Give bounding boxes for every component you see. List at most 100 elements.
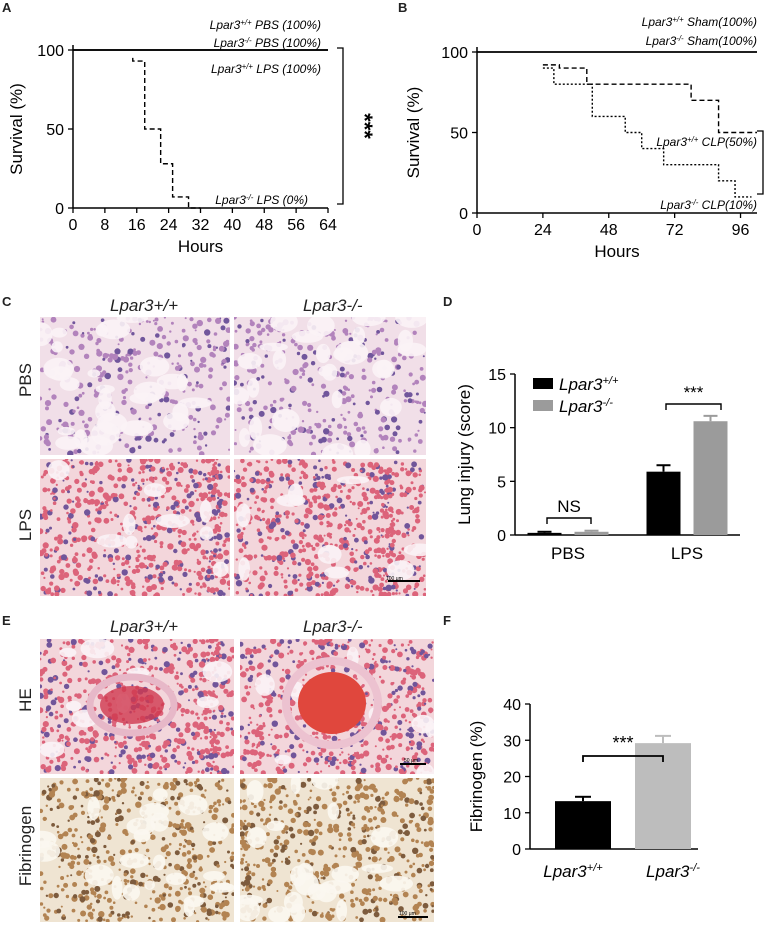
air-space (176, 373, 188, 392)
micrograph-he-wt (40, 639, 234, 774)
scale-bar-label: 100 μm (399, 911, 416, 917)
air-space (321, 443, 354, 455)
air-space (74, 429, 88, 449)
x-tick-label: 0 (69, 217, 78, 234)
significance-bracket (546, 517, 592, 524)
air-space (178, 794, 208, 816)
bar (527, 532, 562, 535)
fibrinogen-bar-chart: 0 10 20 30 40 Fibrinogen (%) Lpar3+/+ Lpar3-/- *… (467, 697, 700, 881)
series-label: Lpar3-/- CLP(10%) (660, 198, 757, 213)
scale-bar (400, 763, 426, 765)
significance-mark: * (773, 159, 779, 166)
tissue-texture (40, 459, 230, 596)
air-space (183, 898, 195, 917)
scale-bar-label: 100 μm (386, 576, 403, 582)
air-space (126, 817, 156, 835)
air-space (120, 420, 154, 437)
air-space (246, 780, 264, 804)
air-space (403, 543, 426, 557)
air-space (150, 812, 169, 832)
micrograph-pbs-wt (40, 317, 230, 455)
x-tick-label: 72 (666, 222, 684, 239)
air-space (238, 557, 250, 581)
y-axis-label: Fibrinogen (%) (467, 721, 486, 833)
significance-mark: *** (352, 113, 377, 139)
air-space (255, 674, 275, 696)
x-tick-label: 24 (160, 217, 178, 234)
air-space (324, 566, 350, 579)
air-space (165, 872, 187, 885)
air-space (51, 327, 68, 338)
micrograph-lps-wt (40, 459, 230, 596)
air-space (239, 428, 250, 447)
air-space (218, 882, 232, 891)
col-label-wt: Lpar3+/+ (110, 617, 179, 636)
air-space (55, 436, 81, 450)
panel-letter-f: F (443, 613, 451, 628)
air-space (203, 871, 225, 881)
x-tick-label: 24 (534, 222, 552, 239)
x-tick-label: 56 (287, 217, 305, 234)
y-axis-label: Lung injury (score) (455, 384, 474, 525)
series-label: Lpar3+/+ Sham(100%) (642, 15, 757, 30)
row-label-pbs: PBS (16, 362, 35, 398)
x-tick-label: Lpar3-/- (646, 862, 700, 881)
micrograph-fibrinogen-ko (240, 778, 434, 922)
air-space (411, 714, 434, 734)
air-space (334, 340, 369, 365)
air-space (122, 513, 136, 536)
row-label-lps: LPS (16, 508, 35, 542)
y-tick-label: 0 (459, 206, 468, 223)
vessel-lumen (298, 672, 366, 734)
air-space (317, 544, 342, 564)
x-tick-label: LPS (671, 544, 703, 563)
air-space (59, 377, 80, 391)
x-tick-label: 0 (473, 222, 482, 239)
air-space (199, 499, 212, 523)
air-space (234, 387, 250, 405)
air-space (79, 435, 113, 455)
x-tick-label: 48 (600, 222, 618, 239)
series-label: Lpar3+/+ CLP(50%) (656, 135, 757, 150)
air-space (199, 526, 214, 540)
y-tick-label: 20 (503, 770, 521, 787)
air-space (370, 827, 399, 848)
y-tick-label: 0 (512, 842, 521, 859)
air-space (116, 317, 149, 323)
significance-bracket (665, 403, 722, 410)
air-space (65, 700, 82, 712)
air-space (331, 865, 359, 883)
air-space (40, 322, 53, 347)
x-tick-label: 16 (128, 217, 146, 234)
air-space (119, 853, 149, 869)
air-space (249, 416, 263, 440)
air-space (95, 384, 115, 394)
y-tick-label: 50 (450, 126, 468, 143)
survival-chart-lps: 0 8 16 24 32 40 48 56 64 0 50 100 Hours Survival (%) L… (7, 18, 377, 257)
air-space (327, 802, 340, 820)
panel-letter-b: B (398, 0, 408, 15)
x-tick-label: PBS (551, 544, 585, 563)
series-label: Lpar3-/- LPS (0%) (215, 193, 308, 208)
air-space (307, 317, 335, 337)
y-tick-label: 0 (497, 528, 506, 545)
air-space (111, 875, 123, 900)
y-tick-label: 50 (46, 122, 64, 139)
air-space (354, 439, 371, 455)
air-space (290, 778, 301, 794)
legend-label: Lpar3+/+ (559, 375, 619, 394)
x-tick-label: 40 (223, 217, 241, 234)
air-space (283, 891, 303, 913)
air-space (290, 865, 307, 887)
y-axis-label: Survival (%) (404, 87, 423, 179)
y-tick-label: 15 (488, 367, 506, 384)
row-label-fibrinogen: Fibrinogen (16, 805, 35, 887)
significance-bracket (757, 130, 764, 195)
y-tick-label: 30 (503, 733, 521, 750)
air-space (196, 696, 219, 709)
air-space (144, 880, 155, 890)
air-space (380, 397, 402, 417)
air-space (59, 647, 77, 658)
air-space (143, 483, 167, 497)
air-space (139, 356, 170, 377)
